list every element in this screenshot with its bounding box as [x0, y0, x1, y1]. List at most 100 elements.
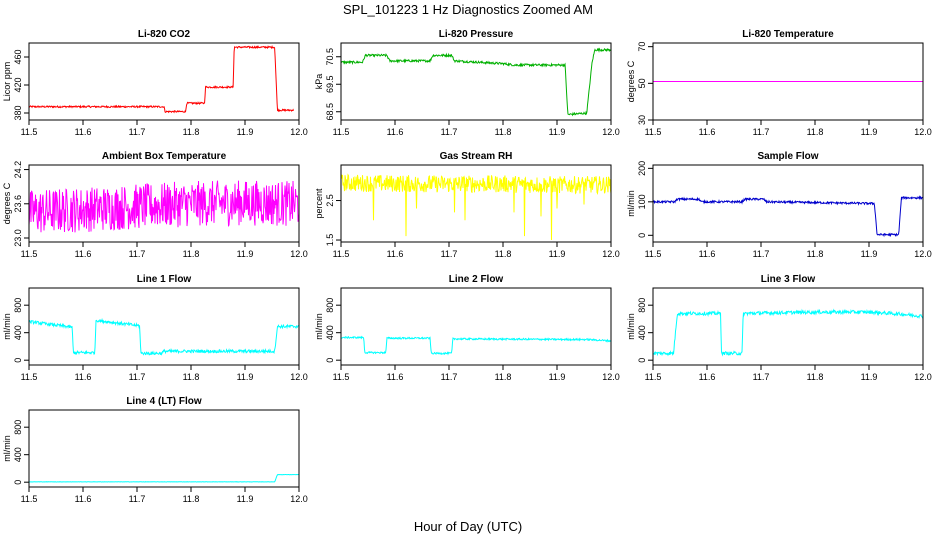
plot-frame: [652, 42, 924, 121]
x-tick-label: 11.6: [75, 494, 92, 504]
figure-title: SPL_101223 1 Hz Diagnostics Zoomed AM: [343, 2, 593, 17]
x-tick-label: 11.5: [21, 127, 38, 137]
x-tick-label: 11.8: [807, 127, 824, 137]
x-tick-label: 12.0: [290, 127, 308, 137]
figure-x-axis-label: Hour of Day (UTC): [414, 519, 522, 534]
y-tick-label: 800: [13, 420, 23, 435]
y-tick-label: 800: [637, 298, 647, 313]
panel-7: Line 1 Flow 11.5 11.6 11.7 11.8 11.9 12.0 0 400 8…: [2, 274, 308, 382]
x-tick-label: 11.9: [237, 372, 254, 382]
x-tick-label: 11.8: [807, 249, 824, 259]
x-tick-label: 11.5: [645, 249, 662, 259]
plot-frame: [652, 164, 924, 243]
y-axis-label: ml/min: [2, 435, 12, 462]
series-group: [653, 308, 923, 357]
series-group: [341, 47, 611, 117]
y-tick-label: 1.5: [325, 234, 335, 247]
x-tick-label: 11.9: [237, 494, 254, 504]
x-tick-label: 12.0: [602, 249, 620, 259]
series-line: [29, 473, 299, 483]
x-tick-label: 11.7: [441, 372, 458, 382]
series-group: [653, 195, 923, 238]
x-tick-label: 11.7: [441, 249, 458, 259]
series-line: [341, 335, 611, 356]
y-axis-label: kPa: [314, 74, 324, 90]
x-tick-label: 11.5: [645, 372, 662, 382]
x-tick-label: 11.9: [549, 127, 566, 137]
x-tick-label: 12.0: [290, 249, 308, 259]
y-tick-label: 0: [637, 358, 647, 363]
x-tick-label: 11.9: [549, 249, 566, 259]
panel-title: Ambient Box Temperature: [102, 151, 227, 162]
y-tick-label: 0: [325, 358, 335, 363]
y-tick-label: 800: [325, 298, 335, 313]
series-group: [29, 317, 299, 356]
x-tick-label: 11.8: [183, 127, 200, 137]
x-tick-label: 11.5: [21, 372, 38, 382]
y-axis-label: degrees C: [2, 182, 12, 224]
panel-1: Li-820 CO2 11.5 11.6 11.7 11.8 11.9 12.0 380 420…: [2, 29, 308, 137]
x-tick-label: 11.9: [549, 372, 566, 382]
plot-frame: [340, 287, 612, 366]
x-tick-label: 11.7: [753, 372, 770, 382]
x-tick-label: 11.6: [387, 372, 404, 382]
x-tick-label: 11.9: [861, 249, 878, 259]
series-group: [341, 173, 611, 241]
x-tick-label: 11.9: [861, 127, 878, 137]
y-tick-label: 0: [13, 358, 23, 363]
series-group: [341, 335, 611, 356]
panel-6: Sample Flow 11.5 11.6 11.7 11.8 11.9 12.0 0 100 2…: [626, 151, 932, 259]
panel-title: Line 1 Flow: [137, 274, 192, 285]
series-line: [341, 173, 611, 241]
y-axis-label: ml/min: [314, 313, 324, 340]
x-tick-label: 11.8: [495, 127, 512, 137]
x-tick-label: 11.7: [129, 494, 146, 504]
x-tick-label: 11.8: [183, 372, 200, 382]
y-axis-label: ml/min: [626, 190, 636, 217]
x-tick-label: 11.7: [129, 127, 146, 137]
y-tick-label: 70: [637, 42, 647, 52]
panel-9: Line 3 Flow 11.5 11.6 11.7 11.8 11.9 12.0 0 400 8…: [626, 274, 932, 382]
panel-10: Line 4 (LT) Flow 11.5 11.6 11.7 11.8 11.9 12.0…: [2, 396, 308, 504]
panel-title: Sample Flow: [757, 151, 818, 162]
y-tick-label: 0: [637, 233, 647, 238]
y-tick-label: 23.6: [13, 195, 23, 213]
x-tick-label: 11.5: [21, 249, 38, 259]
y-tick-label: 23.0: [13, 229, 23, 247]
x-tick-label: 11.6: [387, 127, 404, 137]
y-tick-label: 24.2: [13, 161, 23, 179]
y-axis-label: ml/min: [2, 313, 12, 340]
x-tick-label: 11.9: [237, 249, 254, 259]
panel-title: Line 3 Flow: [761, 274, 816, 285]
x-tick-label: 11.8: [495, 372, 512, 382]
panel-8: Line 2 Flow 11.5 11.6 11.7 11.8 11.9 12.0 0 400 8…: [314, 274, 620, 382]
x-tick-label: 11.7: [441, 127, 458, 137]
x-tick-label: 11.6: [75, 249, 92, 259]
y-tick-label: 400: [325, 325, 335, 340]
y-tick-label: 400: [637, 325, 647, 340]
x-tick-label: 12.0: [914, 249, 932, 259]
x-tick-label: 12.0: [290, 494, 308, 504]
y-tick-label: 380: [13, 105, 23, 120]
panel-3: Li-820 Temperature 11.5 11.6 11.7 11.8 11.9 12…: [626, 29, 932, 137]
series-line: [341, 47, 611, 117]
y-tick-label: 400: [13, 325, 23, 340]
panel-title: Li-820 Temperature: [742, 29, 834, 40]
y-tick-label: 420: [13, 77, 23, 92]
series-line: [653, 308, 923, 357]
series-line: [29, 180, 299, 233]
y-axis-label: percent: [314, 188, 324, 219]
x-tick-label: 11.5: [333, 127, 350, 137]
x-tick-label: 11.6: [75, 127, 92, 137]
plot-frame: [340, 164, 612, 243]
y-tick-label: 2.5: [325, 194, 335, 207]
series-group: [29, 180, 299, 233]
plot-frame: [28, 287, 300, 366]
plot-frame: [652, 287, 924, 366]
x-tick-label: 11.6: [387, 249, 404, 259]
panel-title: Li-820 CO2: [138, 29, 191, 40]
series-group: [29, 44, 295, 114]
series-line: [653, 195, 923, 238]
y-tick-label: 69.5: [325, 75, 335, 93]
